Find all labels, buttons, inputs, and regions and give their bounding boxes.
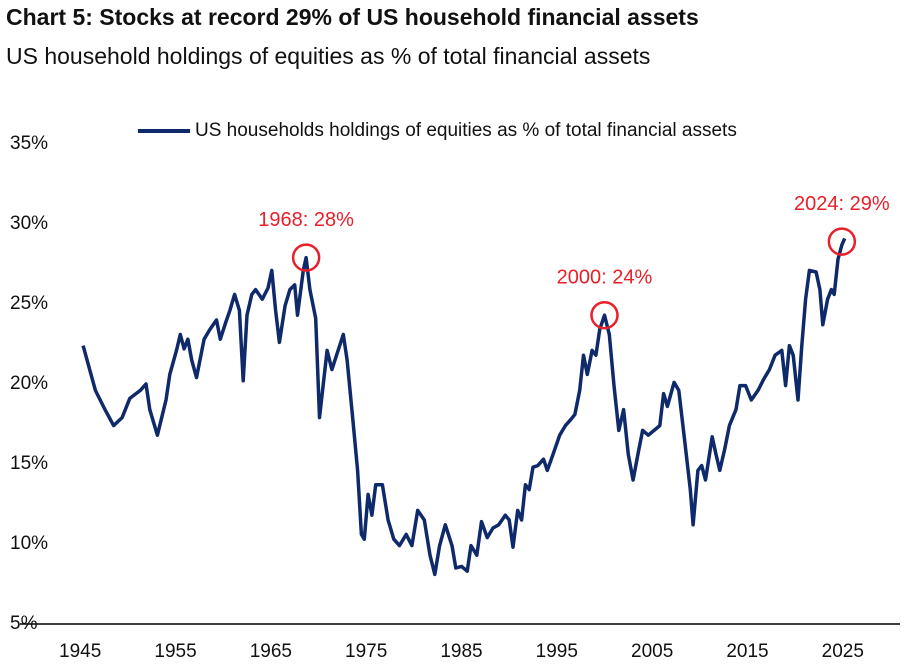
y-tick-label: 10% <box>10 533 48 554</box>
annotation-circle <box>590 300 619 330</box>
x-tick-label: 1975 <box>345 641 387 662</box>
annotation-label: 1968: 28% <box>258 209 354 231</box>
y-tick-label: 25% <box>10 293 48 314</box>
legend-label: US households holdings of equities as % … <box>195 120 737 141</box>
x-tick-label: 2005 <box>631 641 673 662</box>
x-tick-label: 2015 <box>726 641 768 662</box>
y-tick-label: 20% <box>10 373 48 394</box>
annotation-label: 2000: 24% <box>557 266 653 288</box>
annotation-circle <box>291 243 321 272</box>
chart-subtitle: US household holdings of equities as % o… <box>6 43 650 69</box>
y-tick-label: 5% <box>10 613 38 634</box>
annotation-label: 2024: 29% <box>794 193 890 215</box>
x-tick-label: 1995 <box>536 641 578 662</box>
x-tick-label: 2025 <box>822 641 864 662</box>
y-tick-label: 30% <box>10 213 48 234</box>
y-tick-label: 15% <box>10 453 48 474</box>
annotation-circle <box>827 227 857 256</box>
x-tick-label: 1985 <box>440 641 482 662</box>
x-tick-label: 1965 <box>250 641 292 662</box>
y-tick-label: 35% <box>10 133 48 154</box>
x-tick-label: 1945 <box>59 641 101 662</box>
x-tick-label: 1955 <box>154 641 196 662</box>
line <box>81 237 847 577</box>
chart-title: Chart 5: Stocks at record 29% of US hous… <box>6 4 699 30</box>
